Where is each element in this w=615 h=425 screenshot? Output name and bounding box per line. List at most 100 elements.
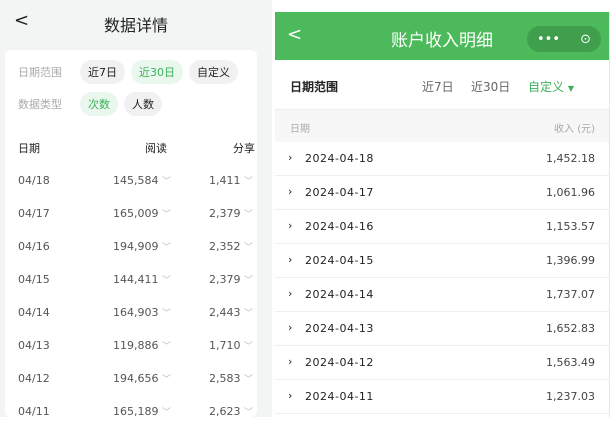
row-read[interactable]: 165,189 ﹀ <box>113 405 171 418</box>
read-value: 144,411 <box>112 273 159 286</box>
share-value: 1,411 <box>208 174 241 187</box>
chevron-down-icon: ﹀ <box>243 243 253 253</box>
option-custom[interactable]: 自定义 ▼ <box>528 78 574 95</box>
table-row: 04/12 194,656 ﹀ 2,583 ﹀ <box>18 372 257 392</box>
row-share[interactable]: 2,379 ﹀ <box>209 207 253 220</box>
row-share[interactable]: 1,710 ﹀ <box>209 339 253 352</box>
more-icon[interactable]: ••• <box>537 31 561 47</box>
row-income: 1,396.99 <box>546 254 595 267</box>
chevron-down-icon: ﹀ <box>161 309 171 319</box>
table-row[interactable]: › 2024-04-13 1,652.83 <box>275 312 609 346</box>
row-date: 04/13 <box>18 339 50 352</box>
share-value: 2,352 <box>208 240 241 253</box>
row-share[interactable]: 2,379 ﹀ <box>209 273 253 286</box>
table-row[interactable]: › 2024-04-11 1,237.03 <box>275 380 609 414</box>
chip-7-days[interactable]: 近7日 <box>80 60 125 84</box>
row-date: 2024-04-12 <box>305 356 374 369</box>
read-value: 119,886 <box>112 339 159 352</box>
chip-count[interactable]: 次数 <box>80 92 118 116</box>
data-detail-panel: < 数据详情 日期范围 近7日 近30日 自定义 数据类型 次数 人数 日期 阅… <box>0 0 272 418</box>
col-share: 分享 <box>233 142 255 155</box>
row-income: 1,652.83 <box>546 322 595 335</box>
row-read[interactable]: 144,411 ﹀ <box>113 273 171 286</box>
row-date: 2024-04-17 <box>305 186 374 199</box>
share-value: 1,710 <box>208 339 241 352</box>
row-income: 1,563.49 <box>546 356 595 369</box>
date-range-label: 日期范围 <box>290 80 339 94</box>
share-value: 2,623 <box>208 405 241 418</box>
back-chevron-icon[interactable]: < <box>14 10 30 31</box>
chevron-right-icon: › <box>288 253 293 266</box>
mini-program-capsule: ••• ⊙ <box>527 26 601 52</box>
row-date: 2024-04-14 <box>305 288 374 301</box>
row-read[interactable]: 145,584 ﹀ <box>113 174 171 187</box>
row-date: 04/15 <box>18 273 50 286</box>
col-date: 日期 <box>18 142 40 155</box>
option-7-days[interactable]: 近7日 <box>422 80 454 94</box>
table-row: 04/15 144,411 ﹀ 2,379 ﹀ <box>18 273 257 293</box>
row-date: 2024-04-15 <box>305 254 374 267</box>
page-title: 数据详情 <box>103 16 168 35</box>
date-range-filter: 日期范围 近7日 近30日 自定义 ▼ <box>275 60 609 110</box>
share-value: 2,583 <box>208 372 241 385</box>
close-icon[interactable]: ⊙ <box>580 31 591 47</box>
header: < 数据详情 <box>0 8 272 38</box>
row-read[interactable]: 194,909 ﹀ <box>113 240 171 253</box>
row-share[interactable]: 1,411 ﹀ <box>209 174 253 187</box>
chip-30-days[interactable]: 近30日 <box>131 60 183 84</box>
option-30-days[interactable]: 近30日 <box>471 80 511 94</box>
table-row: 04/13 119,886 ﹀ 1,710 ﹀ <box>18 339 257 359</box>
chevron-down-icon: ﹀ <box>161 210 171 220</box>
table-row[interactable]: › 2024-04-16 1,153.57 <box>275 210 609 244</box>
col-date: 日期 <box>290 124 310 135</box>
chevron-down-icon: ﹀ <box>161 408 171 418</box>
row-date: 04/18 <box>18 174 50 187</box>
chevron-down-icon: ﹀ <box>161 375 171 385</box>
read-value: 194,909 <box>112 240 159 253</box>
row-income: 1,237.03 <box>546 390 595 403</box>
chip-people[interactable]: 人数 <box>124 92 162 116</box>
chevron-right-icon: › <box>288 219 293 232</box>
col-income: 收入 (元) <box>554 124 595 135</box>
back-chevron-icon[interactable]: < <box>287 24 303 45</box>
chevron-right-icon: › <box>288 151 293 164</box>
read-value: 165,009 <box>112 207 159 220</box>
chevron-down-icon: ﹀ <box>243 276 253 286</box>
table-row[interactable]: › 2024-04-14 1,737.07 <box>275 278 609 312</box>
row-share[interactable]: 2,623 ﹀ <box>209 405 253 418</box>
share-value: 2,379 <box>208 273 241 286</box>
row-read[interactable]: 165,009 ﹀ <box>113 207 171 220</box>
row-share[interactable]: 2,352 ﹀ <box>209 240 253 253</box>
row-income: 1,061.96 <box>546 186 595 199</box>
chevron-down-icon: ﹀ <box>243 408 253 418</box>
row-read[interactable]: 119,886 ﹀ <box>113 339 171 352</box>
chevron-down-icon: ﹀ <box>243 375 253 385</box>
table-row[interactable]: › 2024-04-17 1,061.96 <box>275 176 609 210</box>
row-date: 2024-04-16 <box>305 220 374 233</box>
table-row[interactable]: › 2024-04-15 1,396.99 <box>275 244 609 278</box>
row-date: 04/14 <box>18 306 50 319</box>
table-header: 日期 收入 (元) <box>275 110 609 142</box>
table-row: 04/16 194,909 ﹀ 2,352 ﹀ <box>18 240 257 260</box>
table-row[interactable]: › 2024-04-18 1,452.18 <box>275 142 609 176</box>
row-date: 2024-04-13 <box>305 322 374 335</box>
share-value: 2,443 <box>208 306 241 319</box>
table-row[interactable]: › 2024-04-12 1,563.49 <box>275 346 609 380</box>
row-read[interactable]: 164,903 ﹀ <box>113 306 171 319</box>
read-value: 194,656 <box>112 372 159 385</box>
read-value: 164,903 <box>112 306 159 319</box>
data-type-label: 数据类型 <box>18 98 62 111</box>
row-share[interactable]: 2,443 ﹀ <box>209 306 253 319</box>
chevron-right-icon: › <box>288 321 293 334</box>
table-row: 04/11 165,189 ﹀ 2,623 ﹀ <box>18 405 257 425</box>
table-row: 04/18 145,584 ﹀ 1,411 ﹀ <box>18 174 257 194</box>
date-range-filter: 日期范围 近7日 近30日 自定义 <box>18 60 238 84</box>
chevron-down-icon: ﹀ <box>243 177 253 187</box>
row-date: 2024-04-18 <box>305 152 374 165</box>
table-row: 04/14 164,903 ﹀ 2,443 ﹀ <box>18 306 257 326</box>
header: < 账户收入明细 ••• ⊙ <box>275 12 609 60</box>
row-read[interactable]: 194,656 ﹀ <box>113 372 171 385</box>
chevron-right-icon: › <box>288 287 293 300</box>
chip-custom[interactable]: 自定义 <box>189 60 238 84</box>
row-share[interactable]: 2,583 ﹀ <box>209 372 253 385</box>
